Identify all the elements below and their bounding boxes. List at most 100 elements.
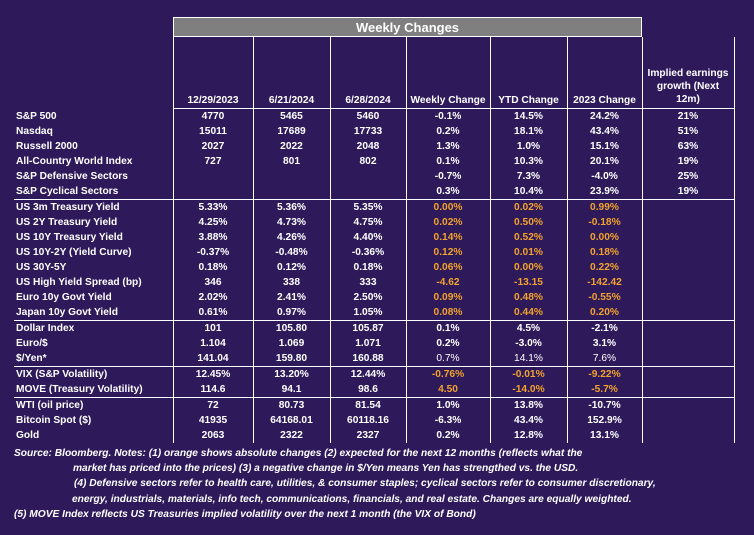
table-cell xyxy=(641,290,735,305)
table-cell: 12.45% xyxy=(172,366,253,382)
table-cell: -0.01% xyxy=(489,366,567,382)
table-cell: 2.02% xyxy=(172,290,253,305)
table-cell: 4770 xyxy=(172,108,253,124)
table-cell: 2048 xyxy=(329,139,406,154)
table-row: S&P Cyclical Sectors 0.3% 10.4% 23.9% 19% xyxy=(14,184,735,200)
table-cell: 0.00% xyxy=(405,199,490,215)
column-header: Weekly Change xyxy=(405,37,490,109)
table-cell: 727 xyxy=(172,154,253,169)
table-row: US 3m Treasury Yield 5.33% 5.36% 5.35% 0.00%… xyxy=(14,199,735,215)
table-cell xyxy=(641,215,735,230)
table-cell: 15011 xyxy=(172,124,253,139)
table-cell xyxy=(641,305,735,321)
table-cell: 24.2% xyxy=(566,108,642,124)
table-cell: 4.5% xyxy=(489,320,567,336)
table-row: Euro/$ 1.104 1.069 1.071 0.2% -3.0% 3.1% xyxy=(14,336,735,351)
table-cell: 0.18% xyxy=(566,245,642,260)
table-cell xyxy=(641,428,735,443)
table-cell xyxy=(252,184,330,200)
table-cell: 43.4% xyxy=(566,124,642,139)
table-cell: 1.071 xyxy=(329,336,406,351)
table-row: US 10Y Treasury Yield 3.88% 4.26% 4.40% 0.14… xyxy=(14,230,735,245)
row-label: $/Yen* xyxy=(16,353,47,364)
table-cell: 114.6 xyxy=(172,382,253,398)
table-cell xyxy=(641,397,735,413)
row-label: US 10Y Treasury Yield xyxy=(16,232,123,243)
row-label: Nasdaq xyxy=(16,126,53,137)
table-cell: 0.3% xyxy=(405,184,490,200)
table-cell: 0.52% xyxy=(489,230,567,245)
table-cell: 1.0% xyxy=(405,397,490,413)
market-data-table: 12/29/2023 6/21/2024 6/28/2024 Weekly Ch… xyxy=(14,37,735,443)
table-row: WTI (oil price) 72 80.73 81.54 1.0% 13.8% -10.… xyxy=(14,397,735,413)
table-cell: -14.0% xyxy=(489,382,567,398)
table-cell xyxy=(641,320,735,336)
table-cell: 0.50% xyxy=(489,215,567,230)
row-label: US High Yield Spread (bp) xyxy=(16,277,142,288)
row-label: US 2Y Treasury Yield xyxy=(16,217,118,228)
table-cell: 0.01% xyxy=(489,245,567,260)
table-cell: 19% xyxy=(641,184,735,200)
footnote-line: Source: Bloomberg. Notes: (1) orange sho… xyxy=(14,448,583,459)
table-cell: 0.14% xyxy=(405,230,490,245)
table-cell: 5465 xyxy=(252,108,330,124)
table-cell: 2.41% xyxy=(252,290,330,305)
table-cell: 19% xyxy=(641,154,735,169)
table-cell: 80.73 xyxy=(252,397,330,413)
table-cell: 5.36% xyxy=(252,199,330,215)
table-cell: 4.26% xyxy=(252,230,330,245)
table-cell: 14.5% xyxy=(489,108,567,124)
table-cell: 4.75% xyxy=(329,215,406,230)
table-header-row: 12/29/2023 6/21/2024 6/28/2024 Weekly Ch… xyxy=(14,37,735,109)
table-cell: 801 xyxy=(252,154,330,169)
table-cell: 0.44% xyxy=(489,305,567,321)
table-cell: -0.76% xyxy=(405,366,490,382)
table-row: Nasdaq 15011 17689 17733 0.2% 18.1% 43.4% 51% xyxy=(14,124,735,139)
table-row: Gold 2063 2322 2327 0.2% 12.8% 13.1% xyxy=(14,428,735,443)
column-header: 6/21/2024 xyxy=(252,37,330,109)
table-cell: -2.1% xyxy=(566,320,642,336)
table-cell: 17689 xyxy=(252,124,330,139)
row-label: US 30Y-5Y xyxy=(16,262,67,273)
table-cell: -0.18% xyxy=(566,215,642,230)
table-row: Japan 10y Govt Yield 0.61% 0.97% 1.05% 0.08%… xyxy=(14,305,735,321)
table-cell: 0.18% xyxy=(329,260,406,275)
table-cell: -6.3% xyxy=(405,413,490,428)
table-cell: 25% xyxy=(641,169,735,184)
row-label: US 3m Treasury Yield xyxy=(14,199,173,215)
table-cell: -0.55% xyxy=(566,290,642,305)
table-cell: 1.0% xyxy=(489,139,567,154)
table-cell: 7.3% xyxy=(489,169,567,184)
table-row: US 2Y Treasury Yield 4.25% 4.73% 4.75% 0.02%… xyxy=(14,215,735,230)
table-cell xyxy=(641,275,735,290)
row-label: Russell 2000 xyxy=(16,141,78,152)
table-row: MOVE (Treasury Volatility) 114.6 94.1 98.6 4… xyxy=(14,382,735,398)
row-label: S&P Cyclical Sectors xyxy=(16,186,119,197)
table-row: All-Country World Index 727 801 802 0.1% 10.3… xyxy=(14,154,735,169)
table-cell: 5.35% xyxy=(329,199,406,215)
table-cell: 13.8% xyxy=(489,397,567,413)
table-cell: -10.7% xyxy=(566,397,642,413)
table-cell: -4.0% xyxy=(566,169,642,184)
table-cell: 43.4% xyxy=(489,413,567,428)
table-cell: 802 xyxy=(329,154,406,169)
table-cell: 0.02% xyxy=(489,199,567,215)
row-label: VIX (S&P Volatility) xyxy=(14,366,173,382)
table-cell: 2022 xyxy=(252,139,330,154)
table-cell: -3.0% xyxy=(489,336,567,351)
table-cell xyxy=(329,184,406,200)
table-cell: 0.7% xyxy=(405,351,490,367)
table-row: Dollar Index 101 105.80 105.87 0.1% 4.5% -2.1% xyxy=(14,320,735,336)
table-cell: 141.04 xyxy=(172,351,253,367)
table-cell xyxy=(641,382,735,398)
table-cell: 13.1% xyxy=(566,428,642,443)
table-cell: 15.1% xyxy=(566,139,642,154)
table-cell: 0.61% xyxy=(172,305,253,321)
table-row: US 30Y-5Y 0.18% 0.12% 0.18% 0.06% 0.00% 0.22% xyxy=(14,260,735,275)
table-cell xyxy=(641,413,735,428)
table-cell: 0.1% xyxy=(405,154,490,169)
table-cell: 98.6 xyxy=(329,382,406,398)
row-label: Bitcoin Spot ($) xyxy=(16,415,92,426)
table-cell: 0.12% xyxy=(252,260,330,275)
